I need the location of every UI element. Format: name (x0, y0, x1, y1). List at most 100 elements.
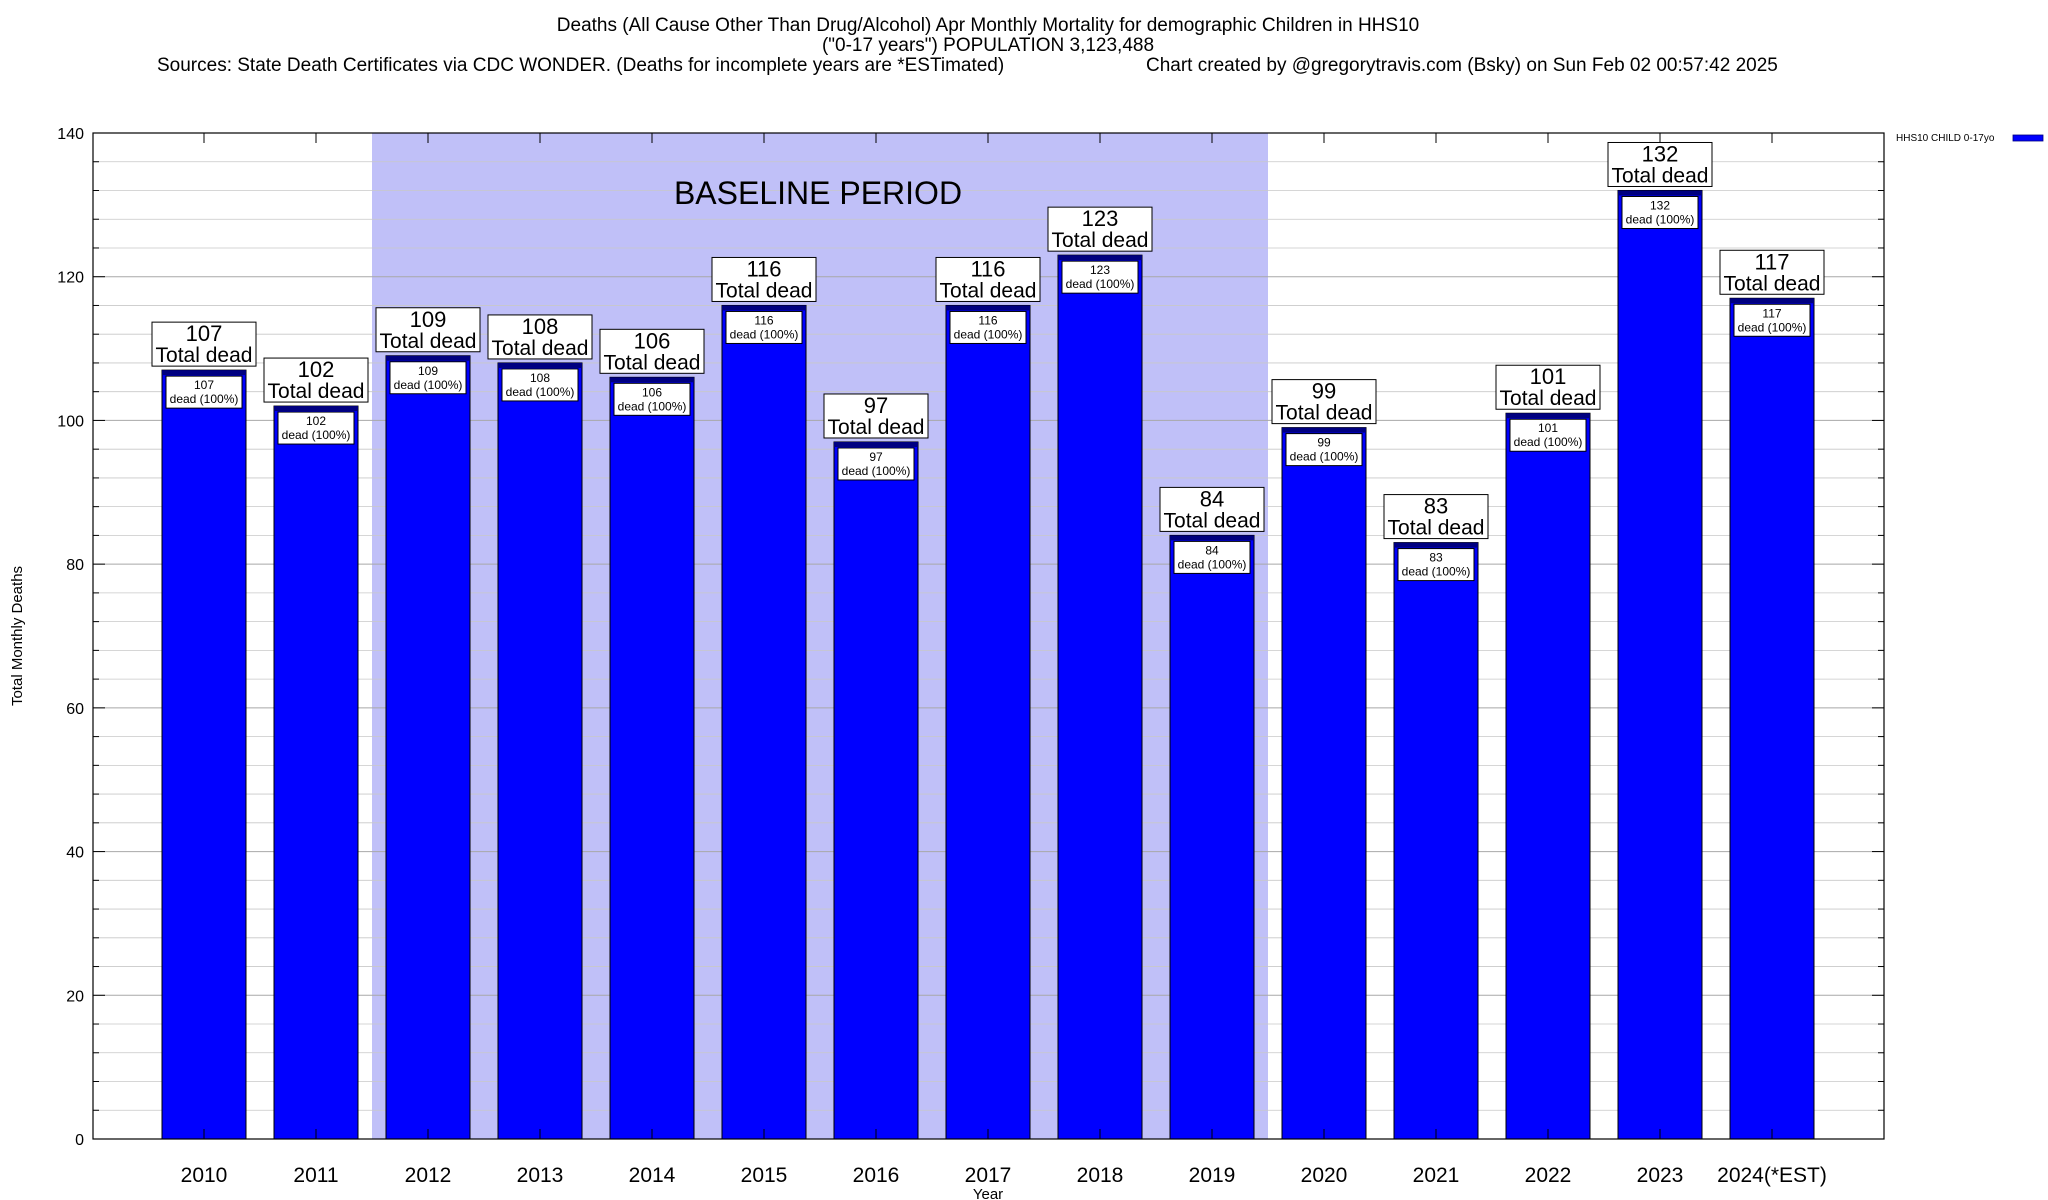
bar-2024(*EST) (1729, 297, 1815, 1140)
bar-total-value: 106 (634, 328, 671, 353)
bar-2013 (497, 362, 583, 1140)
bar-cap-2016 (834, 441, 918, 447)
bar-total-label-box (1719, 249, 1825, 295)
bar-total-label-box (1271, 379, 1377, 425)
bar-total-text: Total dead (1500, 387, 1597, 410)
bar-total-value: 117 (1754, 249, 1789, 274)
bar-2019 (1169, 534, 1255, 1140)
bar-total-label-box (375, 307, 481, 353)
bar-share-text: dead (100%) (394, 378, 463, 392)
bar-total-text: Total dead (604, 351, 701, 374)
bar-share-value: 102 (306, 414, 326, 428)
x-tick-label: 2024(*EST) (1717, 1164, 1827, 1187)
bar-share-value: 123 (1090, 263, 1110, 277)
bar-share-value: 106 (642, 385, 662, 399)
bar-total-label-box (599, 328, 705, 374)
bar-total-label-box (935, 256, 1041, 302)
bar-total-value: 83 (1424, 494, 1448, 519)
bar-total-value: 101 (1530, 364, 1567, 389)
bar-share-text: dead (100%) (1402, 565, 1471, 579)
bar-total-label-box (1047, 206, 1153, 252)
bar-total-text: Total dead (1276, 402, 1373, 425)
bar-share-text: dead (100%) (282, 428, 351, 442)
y-tick-label: 40 (66, 845, 84, 862)
bar-total-value: 102 (298, 357, 335, 382)
bar-share-value: 117 (1762, 306, 1781, 320)
x-tick-label: 2023 (1637, 1164, 1684, 1187)
bar-total-text: Total dead (1052, 229, 1149, 252)
x-tick-label: 2014 (629, 1164, 676, 1187)
bar-total-value: 84 (1200, 486, 1224, 511)
bar-share-value: 97 (869, 450, 883, 464)
bar-total-text: Total dead (1388, 517, 1485, 540)
bar-cap-2011 (274, 406, 358, 412)
bar-total-text: Total dead (1724, 272, 1821, 295)
bar-2020 (1281, 427, 1367, 1140)
bar-total-label-box (1495, 364, 1601, 410)
bar-cap-2015 (722, 305, 806, 311)
bar-share-text: dead (100%) (1626, 212, 1695, 226)
bar-cap-2024(*EST) (1730, 298, 1814, 304)
bar-share-value: 108 (530, 371, 550, 385)
bar-total-text: Total dead (1612, 164, 1709, 187)
bar-share-label-box (949, 310, 1027, 344)
bar-cap-2013 (498, 362, 582, 368)
bar-total-value: 123 (1082, 206, 1119, 231)
bar-share-text: dead (100%) (1514, 435, 1583, 449)
y-axis-ticks: 0 20 40 60 80 100 120 140 (57, 126, 1884, 1149)
bar-total-value: 132 (1642, 141, 1679, 166)
bar-total-value: 107 (186, 321, 223, 346)
bar-total-label-box (711, 256, 817, 302)
bar-2016 (833, 441, 919, 1140)
bar-share-value: 109 (418, 364, 438, 378)
bar-total-text: Total dead (716, 279, 813, 302)
x-axis-label: Year (973, 1186, 1003, 1200)
bar-share-text: dead (100%) (1066, 277, 1135, 291)
bar-share-label-box (1509, 418, 1587, 452)
bar-share-value: 101 (1538, 421, 1558, 435)
y-tick-label: 20 (66, 988, 84, 1005)
x-axis-ticks: 2010 2011 2012 2013 2014 2015 2016 2017 2018 2019… (181, 133, 1827, 1187)
bar-share-value: 116 (978, 313, 997, 327)
chart-subtitle: ("0-17 years") POPULATION 3,123,488 (822, 35, 1154, 56)
bar-share-label-box (1061, 260, 1139, 294)
bar-share-label-box (1173, 540, 1251, 574)
bar-share-text: dead (100%) (1738, 320, 1807, 334)
y-tick-label: 60 (66, 701, 84, 718)
bar-share-label-box (1621, 195, 1699, 229)
bar-2022 (1505, 412, 1591, 1140)
x-tick-label: 2015 (741, 1164, 788, 1187)
legend-swatch (2012, 134, 2044, 142)
bar-2011 (273, 405, 359, 1140)
bar-share-value: 99 (1317, 436, 1331, 450)
bar-share-value: 84 (1205, 543, 1219, 557)
bar-2012 (385, 355, 471, 1140)
bar-cap-2014 (610, 377, 694, 383)
bar-share-text: dead (100%) (1178, 557, 1247, 571)
legend: HHS10 CHILD 0-17yo (1896, 133, 2044, 144)
bar-total-text: Total dead (380, 330, 477, 353)
bar-cap-2022 (1506, 413, 1590, 419)
x-tick-label: 2019 (1189, 1164, 1236, 1187)
bar-total-label-box (487, 314, 593, 360)
bar-total-text: Total dead (828, 416, 925, 439)
y-tick-label: 100 (57, 413, 84, 430)
bar-share-value: 83 (1429, 551, 1443, 565)
chart-title: Deaths (All Cause Other Than Drug/Alcoho… (557, 15, 1419, 36)
bar-share-label-box (277, 411, 355, 445)
legend-label: HHS10 CHILD 0-17yo (1896, 133, 1995, 144)
bar-share-label-box (1285, 433, 1363, 467)
x-tick-label: 2011 (293, 1164, 338, 1187)
bar-share-label-box (613, 382, 691, 416)
bar-cap-2017 (946, 305, 1030, 311)
bar-total-label-box (263, 357, 369, 403)
bar-total-label-box (1159, 486, 1265, 532)
bar-share-label-box (1397, 548, 1475, 582)
x-tick-label: 2017 (965, 1164, 1012, 1187)
x-tick-label: 2010 (181, 1164, 228, 1187)
x-tick-label: 2018 (1077, 1164, 1124, 1187)
bar-share-text: dead (100%) (170, 392, 239, 406)
bar-2014 (609, 376, 695, 1140)
